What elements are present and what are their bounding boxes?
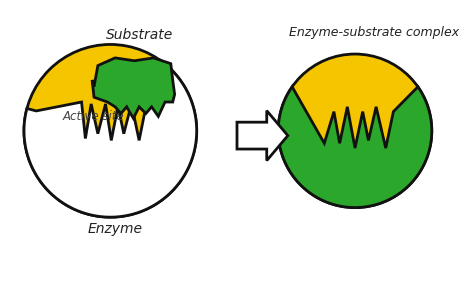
- Text: Active site: Active site: [62, 110, 124, 123]
- Polygon shape: [24, 60, 197, 217]
- Text: Substrate: Substrate: [106, 28, 173, 42]
- Polygon shape: [278, 87, 432, 208]
- Polygon shape: [92, 58, 174, 118]
- Text: Enzyme-substrate complex: Enzyme-substrate complex: [289, 26, 459, 39]
- Circle shape: [278, 54, 432, 208]
- Polygon shape: [237, 111, 288, 160]
- Circle shape: [24, 44, 197, 217]
- Text: Enzyme: Enzyme: [88, 222, 143, 236]
